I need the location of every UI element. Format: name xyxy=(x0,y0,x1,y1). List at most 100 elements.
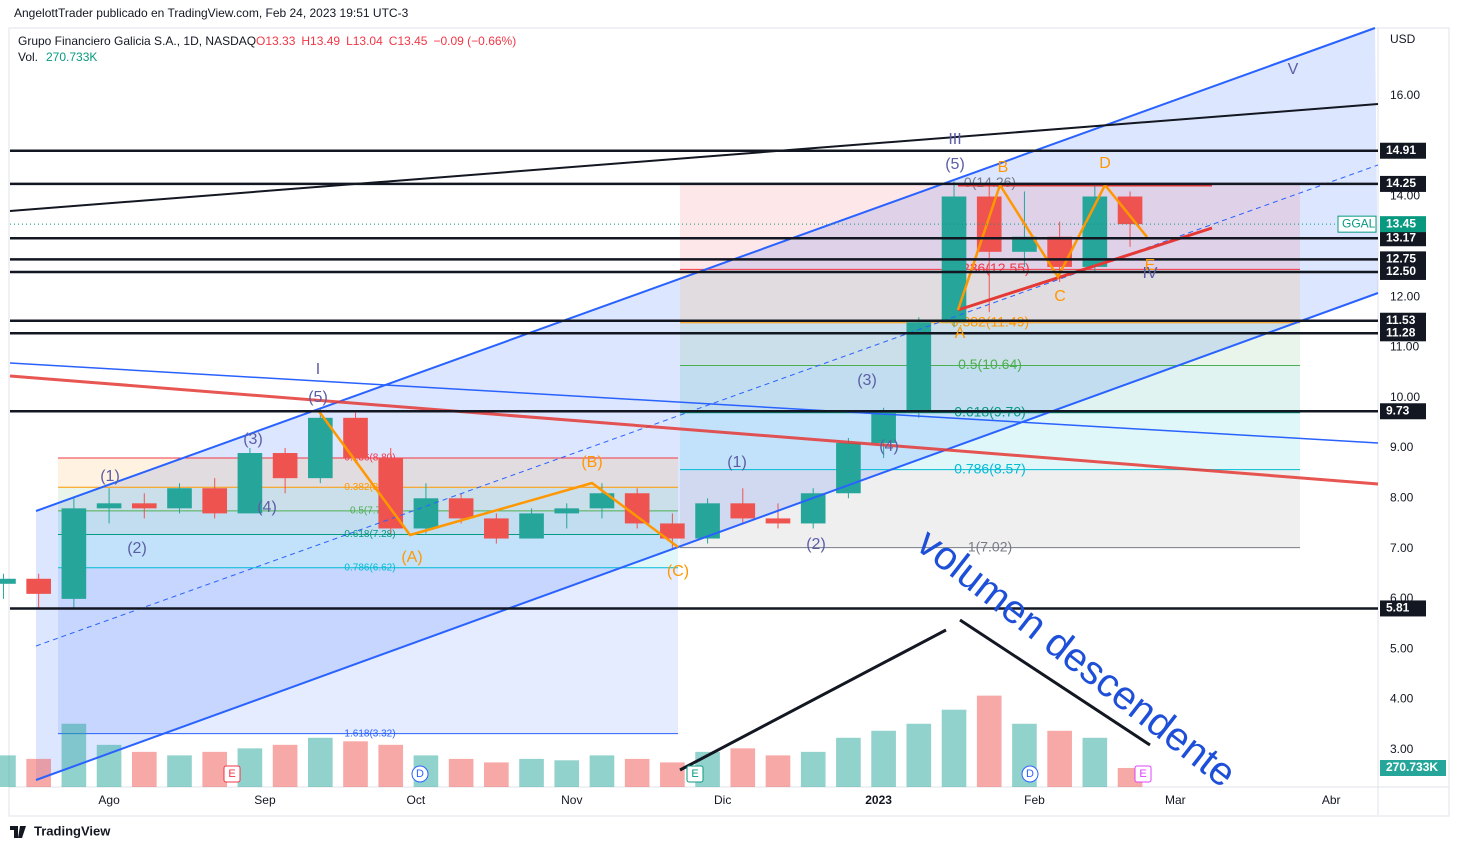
x-tick-label: Mar xyxy=(1165,793,1186,807)
level-tag xyxy=(1380,600,1426,617)
candle-body xyxy=(1117,196,1143,225)
candle-body xyxy=(906,322,932,413)
candle-body xyxy=(237,453,263,514)
trend-line xyxy=(9,362,1379,444)
volume-bar xyxy=(906,723,932,787)
candle-body xyxy=(131,503,157,509)
fib-label: 0(14.26) xyxy=(964,174,1016,190)
event-label: E xyxy=(691,768,698,780)
wave-label: A xyxy=(955,325,966,342)
wave-label: (B) xyxy=(581,454,602,471)
volume-fall-line xyxy=(959,618,1151,747)
level-tag xyxy=(1380,263,1426,280)
trend-line-red xyxy=(9,374,1379,486)
y-tick-label: 3.00 xyxy=(1390,742,1414,756)
candle-body xyxy=(202,488,228,514)
volume-bar xyxy=(624,758,650,787)
ohlc-value: −0.09 (−0.66%) xyxy=(433,34,516,48)
level-tag xyxy=(1380,142,1426,159)
y-tick-label: 10.00 xyxy=(1390,390,1420,404)
level-tag xyxy=(1380,175,1426,192)
volume-bar xyxy=(61,723,87,787)
fib-label: 1.618(3.32) xyxy=(344,728,395,739)
wave-label: C xyxy=(1054,288,1066,305)
level-label: 13.17 xyxy=(1386,230,1416,244)
candle-body xyxy=(765,518,791,524)
wave-label: (2) xyxy=(127,540,147,557)
volume-bar xyxy=(554,760,580,787)
event-marker xyxy=(223,765,241,783)
candles xyxy=(0,181,1143,609)
volume-bar xyxy=(96,744,122,787)
event-label: E xyxy=(1139,768,1146,780)
y-tick-label: 16.00 xyxy=(1390,88,1420,102)
volume-rise-line xyxy=(679,628,947,772)
candle-body xyxy=(554,508,580,514)
event-marker xyxy=(411,765,429,783)
y-tick-label: 9.00 xyxy=(1390,440,1414,454)
volume-bar xyxy=(484,762,509,787)
event-marker xyxy=(1134,765,1152,783)
x-tick-label: Abr xyxy=(1322,793,1341,807)
x-tick-label: Dic xyxy=(714,793,731,807)
x-tick-label: Oct xyxy=(407,793,426,807)
fib-label: 0.236(8.80) xyxy=(344,453,395,464)
x-tick-label: Sep xyxy=(254,793,276,807)
volume-bar xyxy=(589,755,615,787)
volume-bar xyxy=(237,748,263,787)
event-label: D xyxy=(1026,768,1034,780)
fib-label: 0.382(8.22) xyxy=(344,482,395,493)
wave-label: (4) xyxy=(257,499,277,516)
volume-bar xyxy=(941,709,967,787)
fib-label: 0.618(7.28) xyxy=(344,529,395,540)
ohlc-value: C13.45 xyxy=(389,34,428,48)
candle-body xyxy=(1047,236,1072,267)
volume-bar xyxy=(448,758,474,787)
volume-pane xyxy=(0,695,1143,787)
channel-upper xyxy=(35,27,1376,512)
candle-body xyxy=(1082,196,1108,267)
candle-body xyxy=(378,458,404,529)
event-label: E xyxy=(228,768,235,780)
volume-bar xyxy=(519,758,544,787)
fib-band xyxy=(680,269,1300,323)
x-tick-label: Ago xyxy=(98,793,120,807)
trend-line-black xyxy=(9,103,1379,212)
wave-label: D xyxy=(1099,155,1111,172)
fib-band xyxy=(680,412,1300,470)
wave-label: (5) xyxy=(308,389,328,406)
candle-body xyxy=(660,523,685,539)
currency: USD xyxy=(1390,32,1416,46)
logo-icon xyxy=(10,826,26,838)
wave-label: I xyxy=(316,361,320,378)
y-tick-label: 8.00 xyxy=(1390,490,1414,504)
candle-body xyxy=(307,417,333,479)
level-tag xyxy=(1380,312,1426,329)
wave-labels: I (5) (3) (1) (2) (4) (A) (B) (C) (1) (2) (3) (4) (5)… xyxy=(100,61,1299,783)
last-price: 13.45 xyxy=(1386,216,1416,230)
volume-bar xyxy=(131,751,157,787)
wave-label: V xyxy=(1288,61,1299,78)
wave-label: (3) xyxy=(857,372,877,389)
y-tick-label: 5.00 xyxy=(1390,641,1414,655)
level-label: 11.53 xyxy=(1386,313,1416,327)
channel-median xyxy=(35,164,1379,647)
candle-body xyxy=(272,453,298,479)
fib-label: 1(7.02) xyxy=(968,538,1012,554)
volume-bar xyxy=(26,758,51,787)
event-marker xyxy=(1021,765,1039,783)
wave-label: E xyxy=(1145,257,1156,274)
volume-bar xyxy=(1047,730,1072,787)
wave-label: IV xyxy=(1142,265,1157,282)
ticker-tag xyxy=(1337,215,1377,233)
candle-body xyxy=(484,518,509,539)
volume-bar xyxy=(871,730,896,787)
candle-body xyxy=(413,498,439,529)
triangle-bottom xyxy=(957,226,1213,312)
level-label: 14.91 xyxy=(1386,143,1416,157)
level-tag xyxy=(1380,251,1426,268)
candle-body xyxy=(624,493,650,524)
wave-label: (A) xyxy=(401,549,422,566)
ohlc-value: O13.33 xyxy=(256,34,296,48)
